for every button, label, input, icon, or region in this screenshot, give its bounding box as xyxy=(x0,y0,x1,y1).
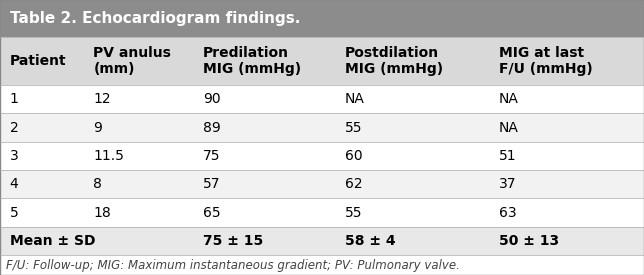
Text: 50 ± 13: 50 ± 13 xyxy=(499,234,559,248)
Bar xyxy=(0,0,644,37)
Text: 8: 8 xyxy=(93,177,102,191)
Text: 90: 90 xyxy=(203,92,220,106)
Bar xyxy=(0,199,644,227)
Text: 62: 62 xyxy=(345,177,362,191)
Bar xyxy=(0,170,644,199)
Text: 58 ± 4: 58 ± 4 xyxy=(345,234,395,248)
Text: 63: 63 xyxy=(499,206,516,220)
Text: 55: 55 xyxy=(345,206,362,220)
Text: 11.5: 11.5 xyxy=(93,149,124,163)
Text: Postdilation
MIG (mmHg): Postdilation MIG (mmHg) xyxy=(345,46,442,76)
Text: MIG at last
F/U (mmHg): MIG at last F/U (mmHg) xyxy=(499,46,593,76)
Text: Patient: Patient xyxy=(10,54,66,68)
Text: 12: 12 xyxy=(93,92,111,106)
Text: 5: 5 xyxy=(10,206,19,220)
Text: 1: 1 xyxy=(10,92,19,106)
Text: 9: 9 xyxy=(93,120,102,134)
Text: 60: 60 xyxy=(345,149,362,163)
Text: 75: 75 xyxy=(203,149,220,163)
Text: 75 ± 15: 75 ± 15 xyxy=(203,234,263,248)
Text: NA: NA xyxy=(499,92,519,106)
Text: 89: 89 xyxy=(203,120,221,134)
Text: 37: 37 xyxy=(499,177,516,191)
Text: 18: 18 xyxy=(93,206,111,220)
Text: 4: 4 xyxy=(10,177,19,191)
Text: 51: 51 xyxy=(499,149,516,163)
Text: Table 2. Echocardiogram findings.: Table 2. Echocardiogram findings. xyxy=(10,11,300,26)
Text: 55: 55 xyxy=(345,120,362,134)
Text: PV anulus
(mm): PV anulus (mm) xyxy=(93,46,171,76)
Text: 65: 65 xyxy=(203,206,220,220)
Text: NA: NA xyxy=(345,92,365,106)
Text: 2: 2 xyxy=(10,120,19,134)
Text: F/U: Follow-up; MIG: Maximum instantaneous gradient; PV: Pulmonary valve.: F/U: Follow-up; MIG: Maximum instantaneo… xyxy=(6,258,460,272)
Bar xyxy=(0,85,644,113)
Bar xyxy=(0,113,644,142)
Text: 3: 3 xyxy=(10,149,19,163)
Bar xyxy=(0,227,644,255)
Text: Predilation
MIG (mmHg): Predilation MIG (mmHg) xyxy=(203,46,301,76)
Bar xyxy=(0,37,644,85)
Text: NA: NA xyxy=(499,120,519,134)
Text: Mean ± SD: Mean ± SD xyxy=(10,234,95,248)
Bar xyxy=(0,255,644,275)
Text: 57: 57 xyxy=(203,177,220,191)
Bar xyxy=(0,142,644,170)
